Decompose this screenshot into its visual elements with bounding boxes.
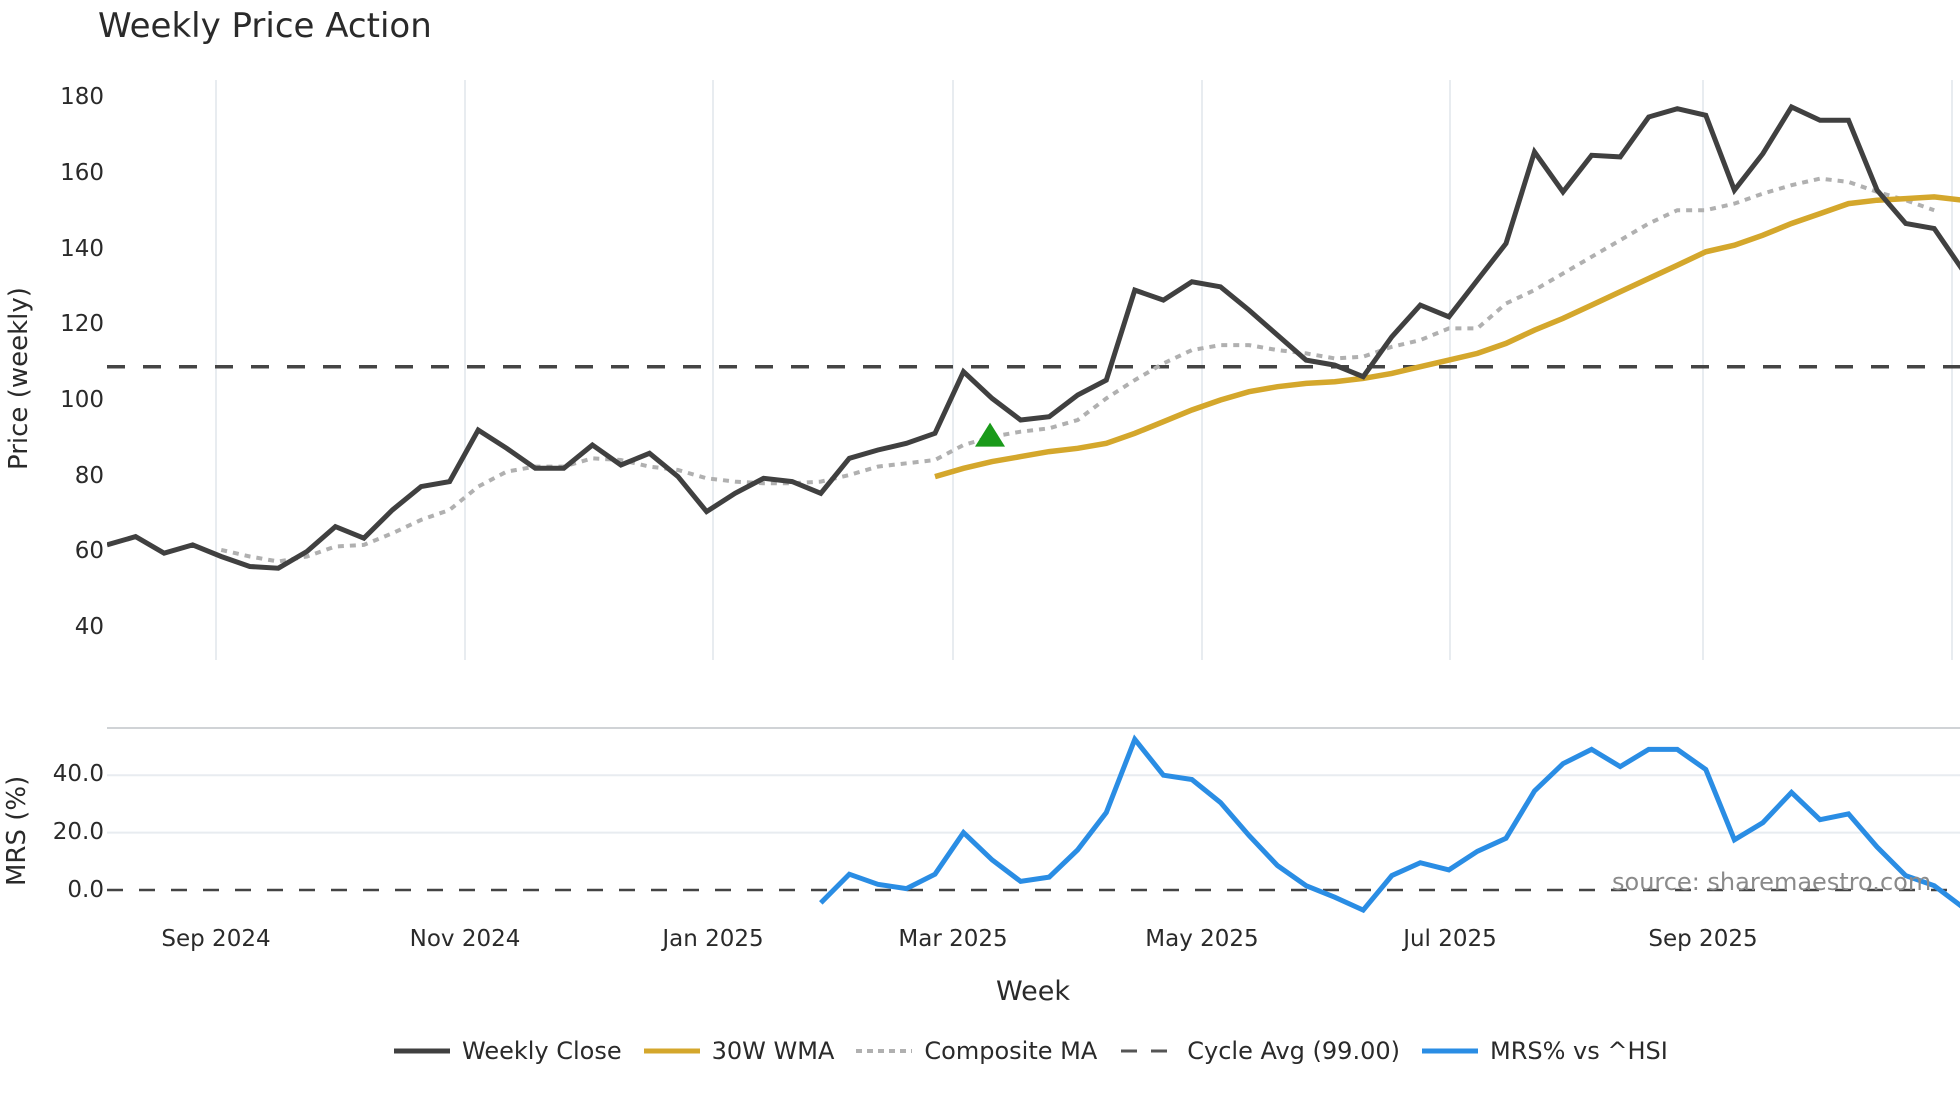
- mrs-y-tick: 0.0: [67, 877, 104, 903]
- legend-label: Weekly Close: [462, 1037, 622, 1065]
- series-line: [107, 103, 1960, 571]
- price-y-tick: 100: [60, 387, 104, 413]
- price-y-tick: 120: [60, 311, 104, 337]
- x-tick: Sep 2024: [161, 926, 271, 952]
- legend-label: Composite MA: [924, 1037, 1098, 1065]
- legend-item-weekly-close[interactable]: Weekly Close: [392, 1036, 622, 1066]
- solid-line-swatch-icon: [1421, 1048, 1478, 1054]
- legend-label: 30W WMA: [711, 1037, 835, 1065]
- x-tick: May 2025: [1145, 926, 1259, 952]
- dashed-line-swatch-icon: [1121, 1049, 1176, 1053]
- legend-item-30w-wma[interactable]: 30W WMA: [642, 1036, 835, 1066]
- legend: Weekly Close 30W WMA Composite MA Cycle …: [392, 1036, 1688, 1066]
- series-line: [819, 734, 1960, 914]
- x-tick: Mar 2025: [898, 926, 1008, 952]
- legend-item-mrs[interactable]: MRS% vs ^HSI: [1420, 1036, 1668, 1066]
- x-tick: Jul 2025: [1403, 926, 1497, 952]
- solid-line-swatch-icon: [643, 1048, 700, 1054]
- price-y-tick: 180: [60, 84, 104, 110]
- solid-line-swatch-icon: [394, 1048, 450, 1054]
- price-y-tick: 80: [74, 463, 104, 489]
- legend-item-composite-ma[interactable]: Composite MA: [854, 1036, 1097, 1066]
- price-y-tick: 160: [60, 160, 104, 186]
- price-y-tick: 40: [74, 614, 104, 640]
- mrs-y-tick: 20.0: [52, 819, 104, 845]
- series-line: [934, 194, 1960, 480]
- source-annotation: source: sharemaestro.com: [1612, 868, 1932, 896]
- mrs-y-tick: 40.0: [52, 761, 104, 787]
- legend-item-cycle-avg[interactable]: Cycle Avg (99.00): [1117, 1036, 1400, 1066]
- x-axis-label: Week: [996, 976, 1070, 1007]
- x-tick: Jan 2025: [662, 926, 764, 952]
- x-tick: Sep 2025: [1648, 926, 1758, 952]
- price-y-tick: 140: [60, 236, 104, 262]
- legend-label: Cycle Avg (99.00): [1187, 1037, 1400, 1065]
- chart-title: Weekly Price Action: [98, 6, 432, 46]
- price-y-tick: 60: [74, 538, 104, 564]
- dotted-line-swatch-icon: [856, 1049, 913, 1053]
- series-line: [220, 176, 1935, 564]
- x-tick: Nov 2024: [409, 926, 521, 952]
- legend-label: MRS% vs ^HSI: [1489, 1037, 1668, 1065]
